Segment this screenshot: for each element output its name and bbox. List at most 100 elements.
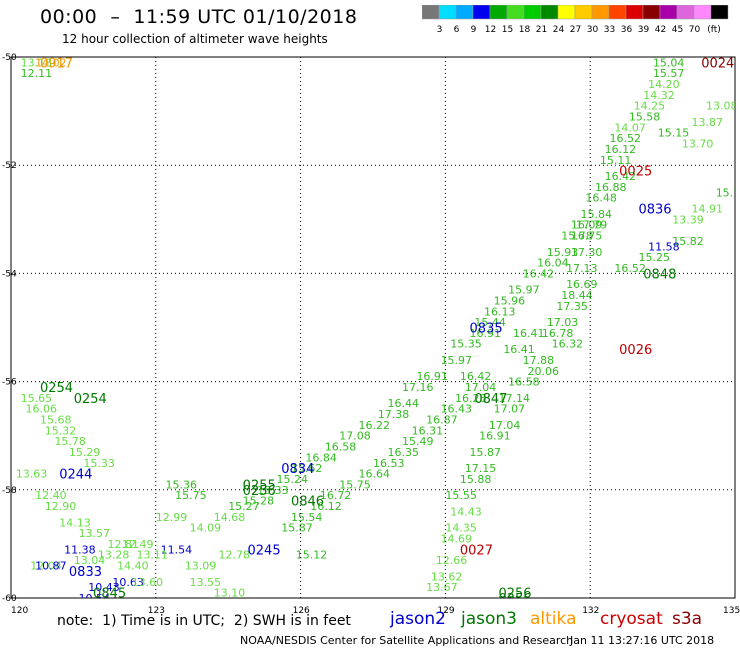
wave-height-label: 15.65 [21,392,53,405]
wave-height-label: 14.25 [634,100,666,113]
wave-height-label: 16.69 [566,278,598,291]
x-tick-label: 129 [437,606,454,616]
wave-height-label: 13.63 [16,468,48,481]
wave-height-label: 15.88 [460,473,492,486]
wave-height-label: 18.44 [561,289,593,302]
wave-height-label: 13.57 [79,527,111,540]
pass-time-label: 0835 [470,322,503,337]
wave-height-label: 11.58 [648,240,680,253]
wave-height-label: 16.13 [484,305,515,318]
wave-height-label: 15.78 [561,230,593,243]
wave-height-label: 15.68 [40,413,72,426]
pass-time-label: 0027 [460,543,493,558]
wave-height-label: 16.75 [571,230,603,243]
wave-height-label: 15.27 [228,500,260,513]
wave-height-label: 15.29 [69,446,101,459]
wave-height-label: 13.60 [132,576,164,589]
wave-height-label: 20.06 [527,365,559,378]
chart-subtitle: 12 hour collection of altimeter wave hei… [62,32,328,46]
wave-height-label: 15.97 [508,284,540,297]
colorbar-legend: 3 6 9 12 15 18 21 24 27 30 33 36 39 42 45 70 (ft) [422,5,729,35]
wave-height-label: 15.55 [445,489,477,502]
wave-height-label: 14.43 [450,505,482,518]
pass-time-label: 0256 [498,592,531,607]
wave-height-label: 16.42 [460,370,492,383]
wave-height-label: 13.09 [185,560,217,573]
wave-height-label: 17.03 [547,316,579,329]
colorbar-tick-label: 9 [471,25,477,35]
pass-time-label: 0833 [69,565,102,580]
wave-height-label: 15.36 [165,478,197,491]
colorbar-tick-label: 36 [621,25,633,35]
wave-height-label: 15.97 [441,354,473,367]
timestamp-text: Jan 11 13:27:16 UTC 2018 [570,634,715,647]
wave-height-label: 17.13 [566,262,598,275]
colorbar-tick-label: 70 [689,25,701,35]
wave-height-label: 12.81 [108,538,139,551]
y-tick-label: -58 [2,486,17,496]
wave-height-label: 16.22 [359,419,391,432]
wave-height-label: 14.02 [35,56,66,69]
wave-height-label: 15.49 [402,435,434,448]
wave-height-label: 15.62 [291,462,323,475]
wave-height-label: 13.08 [706,100,738,113]
wave-height-label: 16.52 [610,132,642,145]
wave-height-label: 15.33 [83,457,115,470]
wave-height-label: 16.88 [595,181,627,194]
wave-height-label: 16.42 [523,267,555,280]
wave-height-label: 16.53 [373,457,405,470]
wave-height-label: 13.11 [136,549,168,562]
wave-height-label: 16.32 [552,338,584,351]
colorbar-tick-label: 42 [655,25,666,35]
y-tick-label: -60 [2,594,17,604]
colorbar-tick-label: 6 [454,25,460,35]
wave-height-label: 15.93 [547,246,579,259]
wave-height-label: 16.78 [542,327,574,340]
wave-height-label: 14.68 [214,511,246,524]
wave-height-label: 12.49 [122,538,154,551]
wave-height-label: 12.11 [21,67,53,80]
colorbar-tick-label: 15 [502,25,513,35]
wave-height-label: 15.11 [600,154,632,167]
wave-height-label: 16.43 [441,403,473,416]
pass-time-label: 0917 [40,56,73,71]
wave-height-label: 15.78 [54,435,86,448]
wave-height-label: 16.04 [537,257,569,270]
x-tick-label: 120 [11,606,28,616]
colorbar-tick-label: 27 [570,25,581,35]
wave-height-label: 13.62 [431,570,463,583]
wave-height-label: 10.63 [112,576,144,589]
wave-height-label: 15.35 [450,338,482,351]
pass-time-label: 0024 [701,56,734,71]
wave-height-label: 16.91 [470,327,502,340]
wave-height-label: 15.57 [653,67,685,80]
colorbar-tick-label: 21 [536,25,547,35]
wave-height-label: 14.69 [441,532,473,545]
wave-height-label: 17.04 [465,381,497,394]
x-tick-label: 126 [293,606,310,616]
x-tick-label: 123 [148,606,165,616]
wave-height-label: 16.84 [305,451,337,464]
wave-height-label: 16.72 [320,489,352,502]
wave-height-label: 14.91 [692,202,724,215]
legend-sat-4: s3a [672,609,703,629]
legend-sat-2: altika [530,609,577,629]
wave-height-label: 16.35 [387,446,419,459]
wave-height-label: 12.78 [219,549,251,562]
wave-height-label: 16.09 [571,219,603,232]
wave-height-label: 17.35 [556,300,588,313]
wave-height-label: 15.82 [672,235,704,248]
wave-height-label: 10.43 [88,581,120,594]
pass-time-label: 0254 [40,381,73,396]
colorbar-tick-label: 12 [485,25,496,35]
colorbar-tick-label: 33 [604,25,615,35]
wave-height-label: 17.30 [571,246,603,259]
wave-height-label: 14.09 [190,522,222,535]
wave-height-label: 16.64 [359,468,391,481]
wave-height-label: 14.32 [643,89,675,102]
wave-height-label: 16.87 [426,413,458,426]
colorbar-swatch [710,5,729,20]
wave-height-label: 16.91 [479,430,511,443]
wave-height-label: 17.15 [465,462,497,475]
